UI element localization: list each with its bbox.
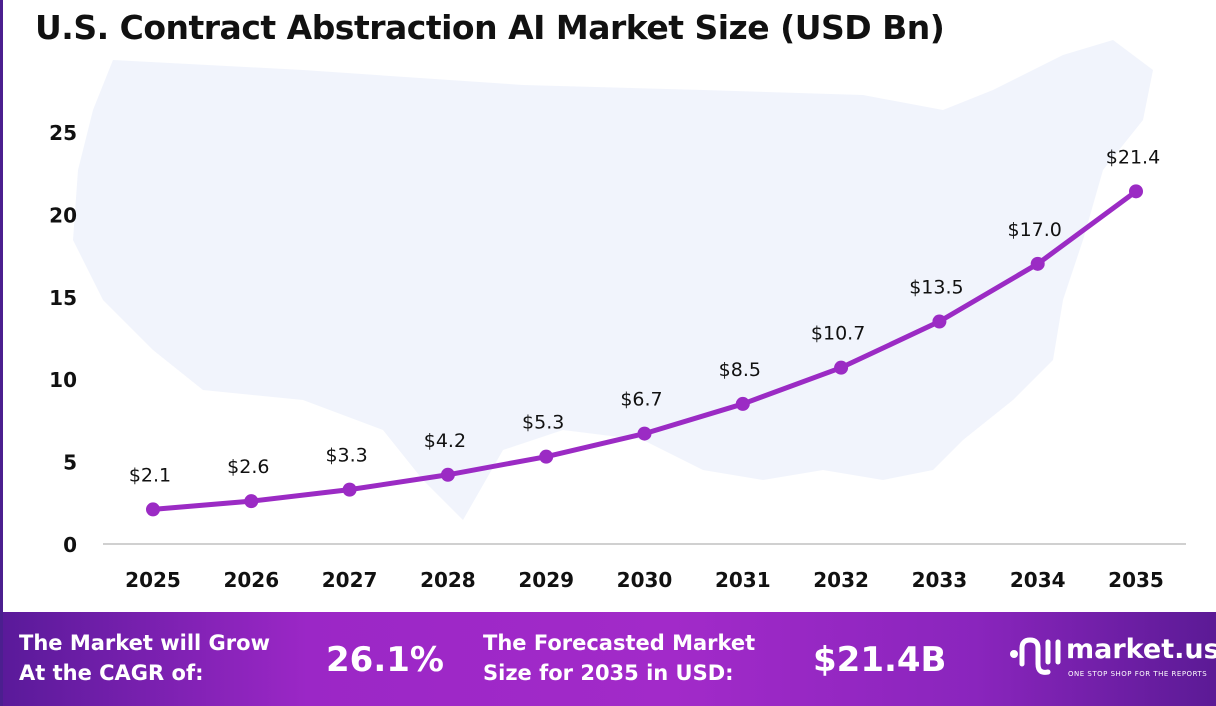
data-point bbox=[637, 426, 652, 441]
data-point bbox=[735, 396, 750, 411]
logo-icon bbox=[1010, 637, 1061, 675]
y-tick-label: 20 bbox=[49, 203, 77, 227]
data-label: $21.4 bbox=[1106, 146, 1160, 168]
data-label: $2.6 bbox=[227, 456, 269, 478]
x-tick-label: 2027 bbox=[322, 568, 378, 592]
y-tick-label: 5 bbox=[63, 451, 77, 475]
data-point bbox=[342, 482, 357, 497]
y-tick-label: 15 bbox=[49, 286, 77, 310]
logo-tagline: ONE STOP SHOP FOR THE REPORTS bbox=[1068, 670, 1208, 678]
summary-banner: The Market will Grow At the CAGR of: 26.… bbox=[3, 612, 1216, 706]
y-tick-label: 25 bbox=[49, 121, 77, 145]
cagr-label-line1: The Market will Grow bbox=[19, 631, 270, 655]
logo-name: market.us bbox=[1066, 634, 1216, 665]
chart-title: U.S. Contract Abstraction AI Market Size… bbox=[35, 8, 945, 47]
x-tick-label: 2034 bbox=[1010, 568, 1066, 592]
x-tick-label: 2032 bbox=[813, 568, 869, 592]
data-point bbox=[932, 314, 947, 329]
data-point bbox=[146, 502, 160, 517]
x-tick-label: 2026 bbox=[223, 568, 279, 592]
data-point bbox=[539, 449, 554, 464]
x-tick-label: 2035 bbox=[1108, 568, 1164, 592]
x-tick-label: 2030 bbox=[617, 568, 673, 592]
y-tick-label: 0 bbox=[63, 533, 77, 557]
data-label: $17.0 bbox=[1007, 219, 1061, 241]
x-tick-label: 2029 bbox=[518, 568, 574, 592]
data-label: $8.5 bbox=[719, 359, 761, 381]
market-us-logo: market.us ONE STOP SHOP FOR THE REPORTS bbox=[1008, 634, 1216, 682]
cagr-label-line2: At the CAGR of: bbox=[19, 661, 204, 685]
data-label: $2.1 bbox=[129, 464, 171, 486]
data-point bbox=[1030, 256, 1045, 271]
data-label: $6.7 bbox=[620, 389, 662, 411]
y-tick-label: 10 bbox=[49, 368, 77, 392]
forecast-label-line2: Size for 2035 in USD: bbox=[483, 661, 734, 685]
data-label: $5.3 bbox=[522, 412, 564, 434]
data-point bbox=[1129, 184, 1143, 199]
x-tick-label: 2025 bbox=[125, 568, 181, 592]
data-label: $13.5 bbox=[909, 277, 963, 299]
forecast-label-line1: The Forecasted Market bbox=[483, 631, 756, 655]
cagr-value: 26.1% bbox=[326, 640, 444, 680]
data-label: $3.3 bbox=[325, 445, 367, 467]
x-tick-label: 2033 bbox=[912, 568, 968, 592]
us-map-background bbox=[73, 40, 1153, 520]
data-label: $4.2 bbox=[424, 430, 466, 452]
x-tick-label: 2031 bbox=[715, 568, 771, 592]
x-tick-label: 2028 bbox=[420, 568, 476, 592]
data-label: $10.7 bbox=[811, 323, 865, 345]
forecast-value: $21.4B bbox=[813, 640, 947, 680]
data-point bbox=[244, 494, 259, 509]
data-point bbox=[440, 467, 455, 482]
data-point bbox=[834, 360, 849, 375]
